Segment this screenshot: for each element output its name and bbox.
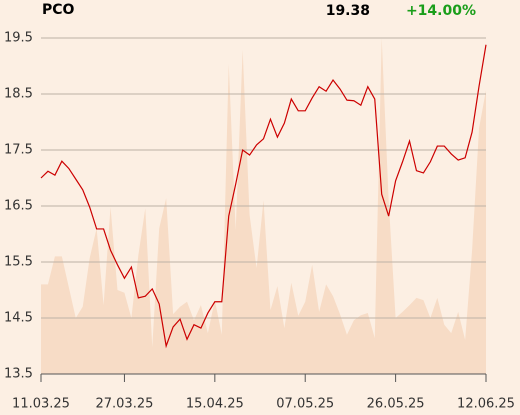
y-tick-label: 13.5: [4, 367, 33, 382]
x-tick-label: 12.06.25: [457, 397, 515, 412]
change: +14.00%: [406, 3, 476, 19]
y-tick-label: 17.5: [4, 143, 33, 158]
y-tick-label: 16.5: [4, 199, 33, 214]
symbol: PCO: [42, 2, 75, 18]
x-tick-label: 27.03.25: [95, 397, 153, 412]
x-tick-label: 11.03.25: [12, 397, 70, 412]
x-tick-label: 15.04.25: [186, 397, 244, 412]
price-line: [40, 44, 487, 349]
last-price: 19.38: [326, 3, 370, 19]
y-tick-label: 19.5: [4, 31, 33, 46]
y-tick-label: 14.5: [4, 311, 33, 326]
y-tick-label: 15.5: [4, 255, 33, 270]
x-tick-label: 07.05.25: [276, 397, 334, 412]
x-tick-label: 26.05.25: [367, 397, 425, 412]
y-tick-label: 18.5: [4, 87, 33, 102]
